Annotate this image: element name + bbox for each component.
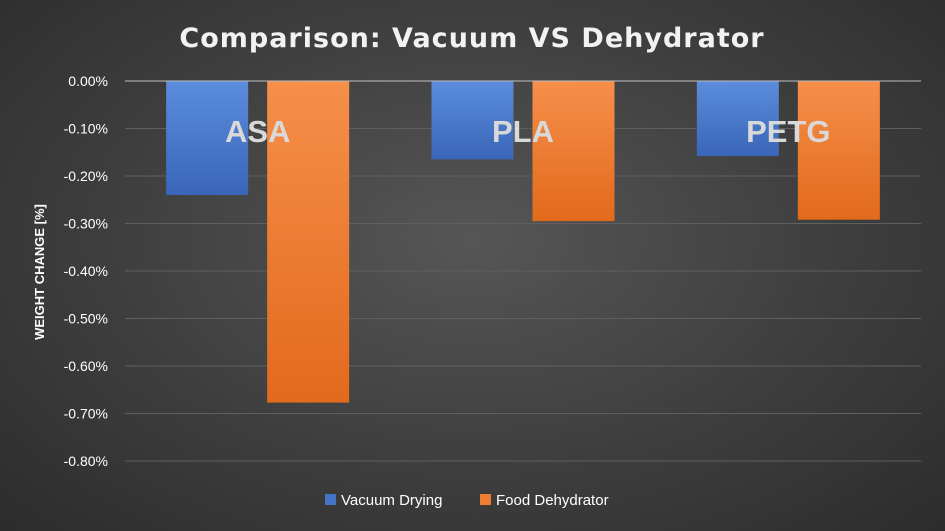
y-tick-label: -0.70% [64, 406, 108, 422]
gridlines [125, 128, 921, 462]
y-tick-label: -0.10% [64, 121, 108, 137]
bar-food-dehydrator-pla [532, 81, 615, 222]
y-tick-label: -0.80% [64, 453, 108, 469]
legend-swatch [480, 494, 491, 505]
category-labels: ASA PLA PETG [225, 114, 831, 149]
category-label: PLA [492, 114, 554, 149]
legend-swatch [325, 494, 336, 505]
category-label: ASA [225, 114, 290, 149]
bar-food-dehydrator-petg [797, 81, 880, 220]
legend-label: Food Dehydrator [496, 492, 609, 509]
y-tick-label: -0.30% [64, 216, 108, 232]
legend: Vacuum Drying Food Dehydrator [325, 492, 609, 509]
y-tick-labels: 0.00% -0.10% -0.20% -0.30% -0.40% -0.50% -0.60… [64, 73, 108, 469]
y-tick-label: -0.20% [64, 168, 108, 184]
y-tick-label: -0.60% [64, 358, 108, 374]
bar-vacuum-drying-asa [166, 81, 249, 195]
bar-vacuum-drying-petg [696, 81, 779, 157]
category-label: PETG [746, 114, 830, 149]
legend-label: Vacuum Drying [341, 492, 442, 509]
y-axis-label: WEIGHT CHANGE [%] [32, 204, 47, 340]
bars [166, 81, 880, 403]
y-tick-label: 0.00% [68, 73, 108, 89]
bar-vacuum-drying-pla [431, 81, 514, 160]
y-tick-label: -0.40% [64, 263, 108, 279]
chart-title: Comparison: Vacuum VS Dehydrator [179, 23, 764, 54]
y-tick-label: -0.50% [64, 311, 108, 327]
bar-food-dehydrator-asa [267, 81, 350, 403]
